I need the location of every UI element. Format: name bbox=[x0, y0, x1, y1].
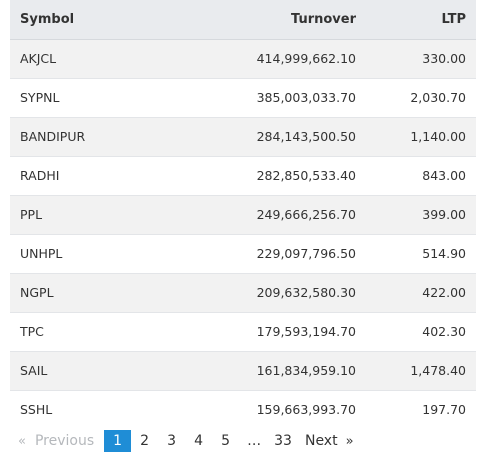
symbol-cell[interactable]: BANDIPUR bbox=[10, 117, 190, 157]
ltp-cell: 1,478.40 bbox=[366, 351, 476, 391]
symbol-column-header[interactable]: Symbol bbox=[10, 0, 190, 40]
top-turnover-table: Symbol Turnover LTP AKJCL 414,999,662.10 3… bbox=[10, 0, 476, 429]
table-body: AKJCL 414,999,662.10 330.00 SYPNL 385,003,03… bbox=[10, 39, 476, 429]
symbol-cell[interactable]: TPC bbox=[10, 312, 190, 352]
turnover-cell: 229,097,796.50 bbox=[190, 234, 366, 274]
table-header: Symbol Turnover LTP bbox=[10, 0, 476, 40]
turnover-cell: 385,003,033.70 bbox=[190, 78, 366, 118]
page-button-2[interactable]: 2 bbox=[140, 433, 150, 449]
table-row: BANDIPUR 284,143,500.50 1,140.00 bbox=[10, 117, 476, 157]
table-row: SYPNL 385,003,033.70 2,030.70 bbox=[10, 78, 476, 118]
table-row: RADHI 282,850,533.40 843.00 bbox=[10, 156, 476, 196]
symbol-cell[interactable]: SSHL bbox=[10, 390, 190, 429]
symbol-cell[interactable]: PPL bbox=[10, 195, 190, 235]
pagination-ellipsis: … bbox=[247, 433, 262, 449]
next-label: Next bbox=[304, 433, 338, 449]
ltp-cell: 1,140.00 bbox=[366, 117, 476, 157]
ltp-cell: 422.00 bbox=[366, 273, 476, 313]
turnover-cell: 249,666,256.70 bbox=[190, 195, 366, 235]
symbol-cell[interactable]: SYPNL bbox=[10, 78, 190, 118]
previous-label: Previous bbox=[34, 433, 95, 449]
turnover-cell: 414,999,662.10 bbox=[190, 39, 366, 79]
ltp-column-header[interactable]: LTP bbox=[366, 0, 476, 40]
ltp-cell: 399.00 bbox=[366, 195, 476, 235]
turnover-cell: 159,663,993.70 bbox=[190, 390, 366, 429]
table-row: UNHPL 229,097,796.50 514.90 bbox=[10, 234, 476, 274]
table-row: SSHL 159,663,993.70 197.70 bbox=[10, 390, 476, 429]
ltp-cell: 2,030.70 bbox=[366, 78, 476, 118]
ltp-cell: 330.00 bbox=[366, 39, 476, 79]
table-row: NGPL 209,632,580.30 422.00 bbox=[10, 273, 476, 313]
ltp-cell: 514.90 bbox=[366, 234, 476, 274]
next-page-button[interactable]: Next » bbox=[305, 430, 354, 452]
page-button-4[interactable]: 4 bbox=[194, 433, 204, 449]
symbol-cell[interactable]: AKJCL bbox=[10, 39, 190, 79]
ltp-cell: 197.70 bbox=[366, 390, 476, 429]
table-row: AKJCL 414,999,662.10 330.00 bbox=[10, 39, 476, 79]
double-chevron-left-icon: « bbox=[18, 433, 26, 449]
page-button-1[interactable]: 1 bbox=[104, 430, 132, 452]
turnover-cell: 179,593,194.70 bbox=[190, 312, 366, 352]
table-row: SAIL 161,834,959.10 1,478.40 bbox=[10, 351, 476, 391]
double-chevron-right-icon: » bbox=[345, 433, 354, 449]
table-row: PPL 249,666,256.70 399.00 bbox=[10, 195, 476, 235]
page-button-last[interactable]: 33 bbox=[274, 433, 292, 449]
symbol-cell[interactable]: UNHPL bbox=[10, 234, 190, 274]
turnover-cell: 161,834,959.10 bbox=[190, 351, 366, 391]
table-row: TPC 179,593,194.70 402.30 bbox=[10, 312, 476, 352]
ltp-cell: 402.30 bbox=[366, 312, 476, 352]
page-button-3[interactable]: 3 bbox=[167, 433, 177, 449]
symbol-cell[interactable]: RADHI bbox=[10, 156, 190, 196]
symbol-cell[interactable]: SAIL bbox=[10, 351, 190, 391]
turnover-cell: 284,143,500.50 bbox=[190, 117, 366, 157]
turnover-cell: 209,632,580.30 bbox=[190, 273, 366, 313]
ltp-cell: 843.00 bbox=[366, 156, 476, 196]
symbol-cell[interactable]: NGPL bbox=[10, 273, 190, 313]
pagination: « Previous 1 2 3 4 5 … 33 Next » bbox=[18, 428, 354, 454]
turnover-column-header[interactable]: Turnover bbox=[190, 0, 366, 40]
page-button-5[interactable]: 5 bbox=[221, 433, 231, 449]
table-header-row: Symbol Turnover LTP bbox=[10, 0, 476, 40]
previous-page-button[interactable]: « Previous bbox=[18, 430, 94, 452]
turnover-cell: 282,850,533.40 bbox=[190, 156, 366, 196]
